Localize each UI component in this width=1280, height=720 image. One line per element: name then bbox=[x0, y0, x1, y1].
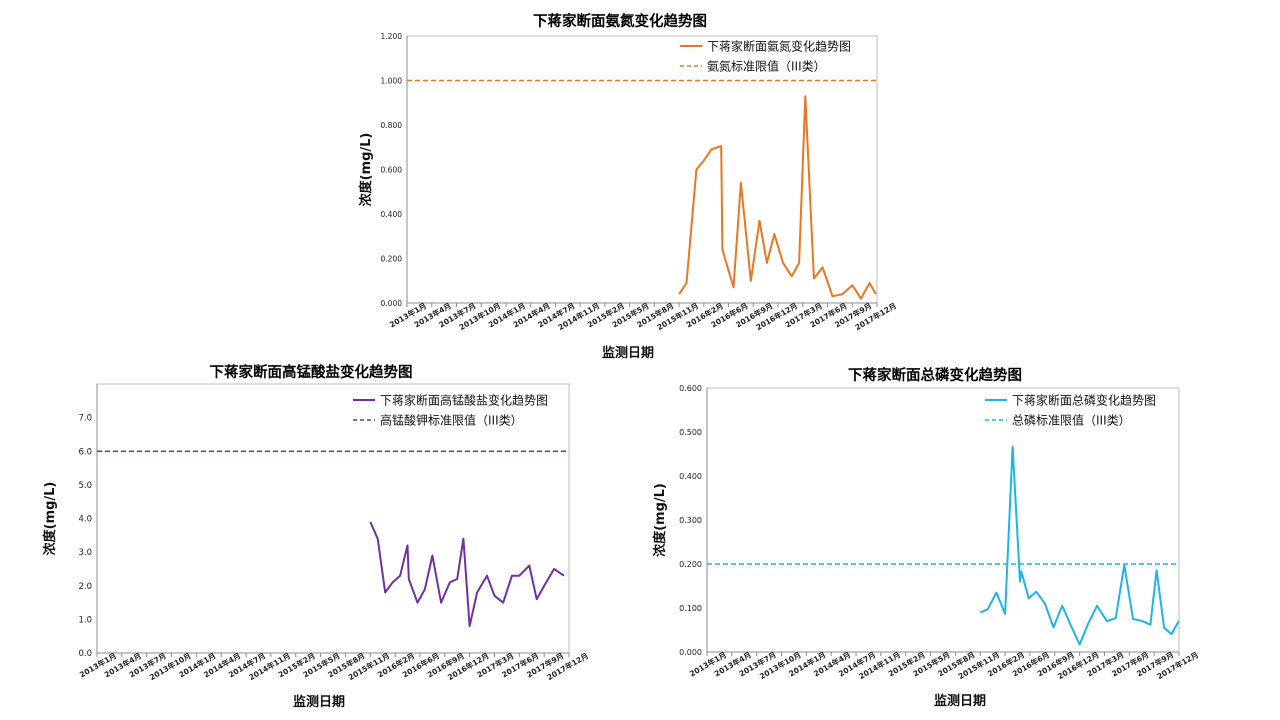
y-tick-label: 1.0 bbox=[78, 615, 92, 625]
y-tick-label: 1.000 bbox=[381, 77, 403, 86]
y-tick-label: 5.0 bbox=[78, 481, 92, 491]
chart-svg: 0.01.02.03.04.05.06.07.02013年1月2013年4月20… bbox=[42, 383, 590, 710]
legend-standard-label: 总磷标准限值（III类） bbox=[1012, 413, 1131, 428]
x-axis-title: 监测日期 bbox=[602, 345, 654, 361]
chart-phosphorus: 下蒋家断面总磷变化趋势图 0.000 0.100 0.200 0.300 0.400 0.… bbox=[640, 355, 1230, 715]
y-tick-label: 2.0 bbox=[78, 582, 92, 592]
chart-permanganate: 下蒋家断面高锰酸盐变化趋势图 0.0 1.0 2.0 3.0 4.0 5.0 6.0 7.0 2… bbox=[40, 355, 610, 715]
chart-title: 下蒋家断面总磷变化趋势图 bbox=[848, 368, 1022, 384]
chart-ammonia: 下蒋家断面氨氮变化趋势图 0.000 0.200 0.400 0.600 0.800 1.… bbox=[340, 0, 900, 365]
y-tick-label: 0.600 bbox=[381, 166, 403, 175]
y-tick-label: 0.400 bbox=[381, 210, 403, 219]
legend-standard-label: 高锰酸钾标准限值（III类） bbox=[380, 413, 523, 428]
y-tick-label: 6.0 bbox=[78, 447, 92, 457]
y-tick-label: 3.0 bbox=[78, 548, 92, 558]
y-tick-label: 0.000 bbox=[679, 648, 702, 657]
y-axis-title: 浓度(mg/L) bbox=[42, 482, 58, 556]
chart-title: 下蒋家断面高锰酸盐变化趋势图 bbox=[209, 365, 413, 381]
y-axis-title: 浓度(mg/L) bbox=[652, 483, 668, 557]
chart-svg: 0.0000.1000.2000.3000.4000.5000.6002013年… bbox=[652, 384, 1200, 709]
y-axis-title: 浓度(mg/L) bbox=[358, 133, 374, 207]
series-line bbox=[369, 521, 565, 628]
y-tick-label: 0.800 bbox=[381, 121, 403, 130]
y-tick-label: 0.100 bbox=[679, 604, 702, 613]
chart-svg: 0.0000.2000.4000.6000.8001.0001.2002013年… bbox=[358, 32, 898, 361]
y-tick-label: 0.200 bbox=[381, 255, 403, 264]
legend-series-label: 下蒋家断面氨氮变化趋势图 bbox=[707, 39, 851, 54]
y-tick-label: 0.200 bbox=[679, 560, 702, 569]
y-tick-label: 0.600 bbox=[679, 384, 702, 393]
series-line bbox=[979, 445, 1180, 646]
legend-series-label: 下蒋家断面总磷变化趋势图 bbox=[1012, 393, 1156, 408]
chart-title: 下蒋家断面氨氮变化趋势图 bbox=[533, 14, 707, 30]
y-tick-label: 1.200 bbox=[381, 32, 403, 41]
plot-frame bbox=[406, 35, 878, 304]
plot-frame bbox=[706, 387, 1180, 653]
x-axis-title: 监测日期 bbox=[293, 694, 345, 710]
y-tick-label: 7.0 bbox=[78, 414, 92, 424]
y-tick-label: 0.000 bbox=[381, 299, 403, 308]
y-tick-label: 0.500 bbox=[679, 428, 702, 437]
legend-series-label: 下蒋家断面高锰酸盐变化趋势图 bbox=[380, 393, 548, 408]
y-tick-label: 4.0 bbox=[78, 515, 92, 525]
series-line bbox=[678, 95, 877, 300]
y-tick-label: 0.300 bbox=[679, 516, 702, 525]
y-tick-label: 0.0 bbox=[78, 649, 92, 659]
legend-standard-label: 氨氮标准限值（III类） bbox=[707, 59, 826, 74]
y-tick-label: 0.400 bbox=[679, 472, 702, 481]
x-axis-title: 监测日期 bbox=[934, 693, 986, 709]
